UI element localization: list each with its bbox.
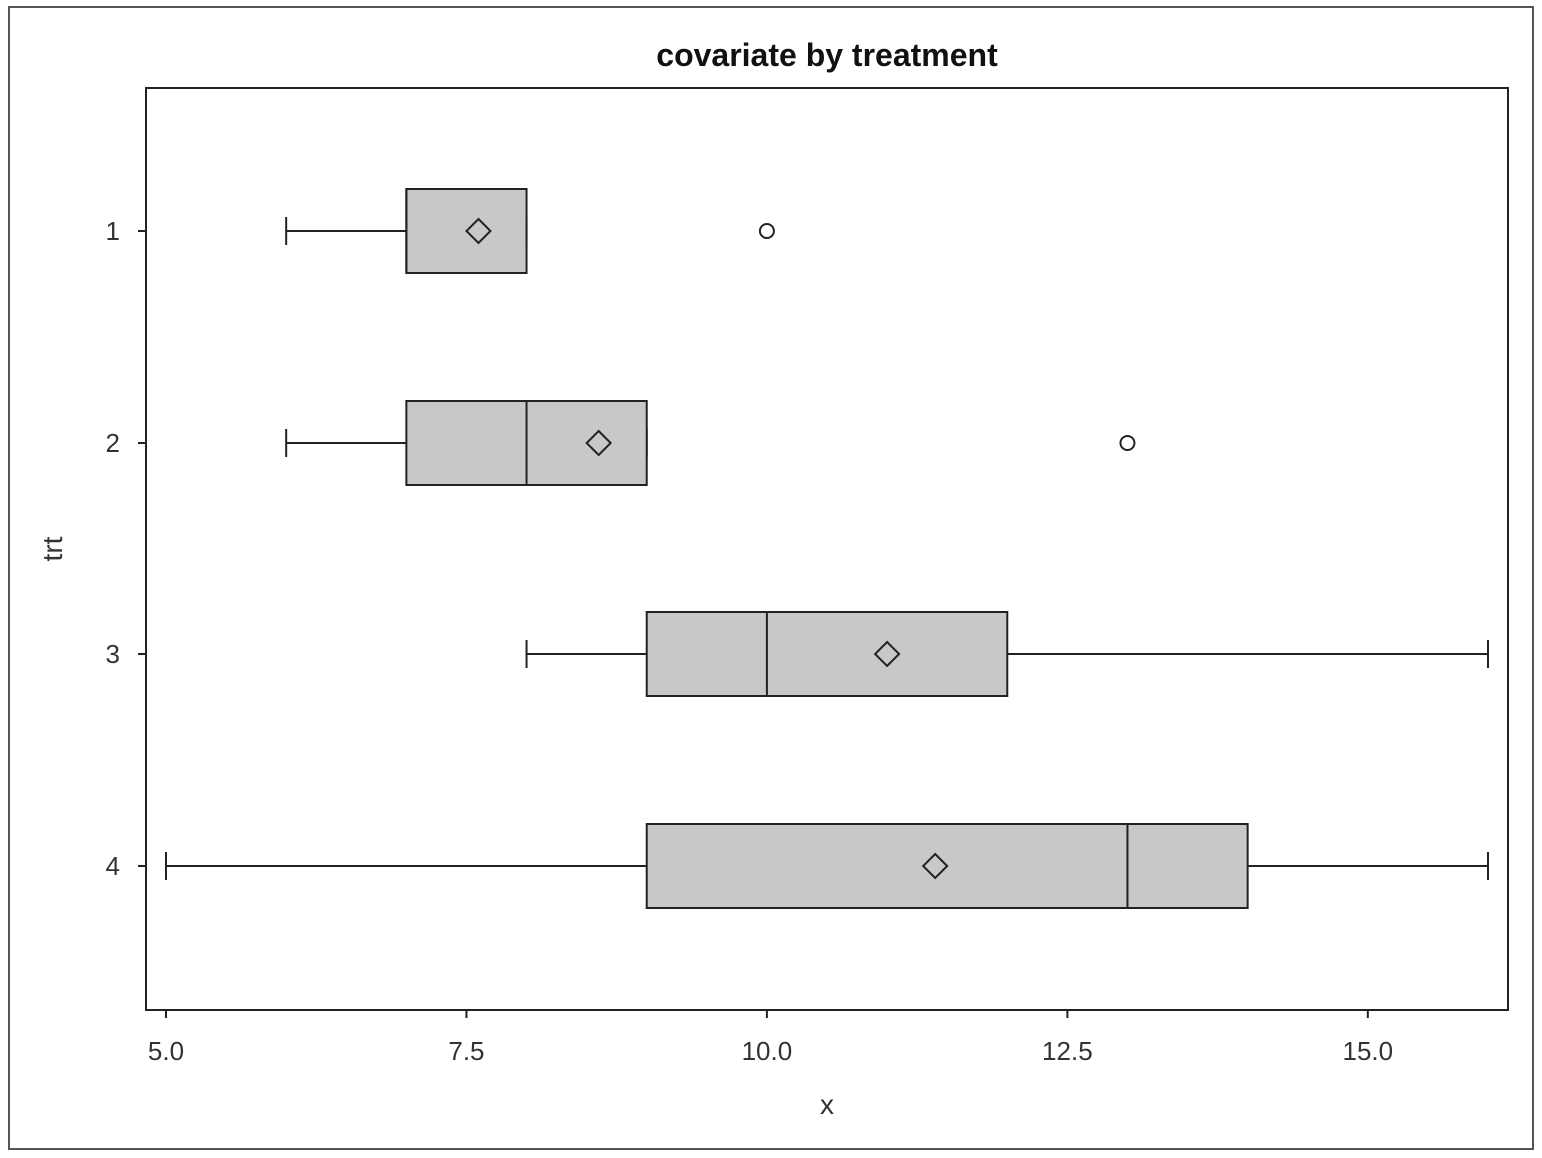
y-tick-label: 3 [106, 639, 120, 669]
x-tick-label: 12.5 [1042, 1036, 1093, 1066]
x-axis-ticks: 5.0 7.5 10.0 12.5 15.0 [148, 1010, 1393, 1066]
box-group-trt-4 [165, 823, 1489, 909]
mean-marker [465, 217, 492, 245]
plot-area-border [145, 87, 1509, 1011]
box-group-trt-1 [285, 188, 775, 274]
y-axis-label: trt [37, 536, 68, 561]
mean-marker [585, 429, 613, 457]
y-tick-label: 1 [106, 216, 120, 246]
y-axis-ticks: 1 2 3 4 [106, 216, 146, 881]
x-tick-label: 5.0 [148, 1036, 184, 1066]
x-tick-label: 7.5 [448, 1036, 484, 1066]
x-tick-label: 15.0 [1343, 1036, 1394, 1066]
chart-marks [165, 188, 1489, 909]
outlier-point [1119, 435, 1136, 451]
y-tick-label: 4 [106, 851, 120, 881]
figure-frame [8, 6, 1534, 1150]
outlier-point [758, 223, 775, 239]
chart-title: covariate by treatment [656, 37, 998, 73]
box-group-trt-3 [525, 611, 1489, 697]
iqr-box [645, 611, 1009, 697]
mean-marker [873, 640, 901, 668]
x-tick-label: 10.0 [742, 1036, 793, 1066]
box-group-trt-2 [285, 400, 1136, 486]
y-tick-label: 2 [106, 428, 120, 458]
mean-marker [921, 852, 949, 880]
x-axis-label: x [820, 1089, 834, 1120]
